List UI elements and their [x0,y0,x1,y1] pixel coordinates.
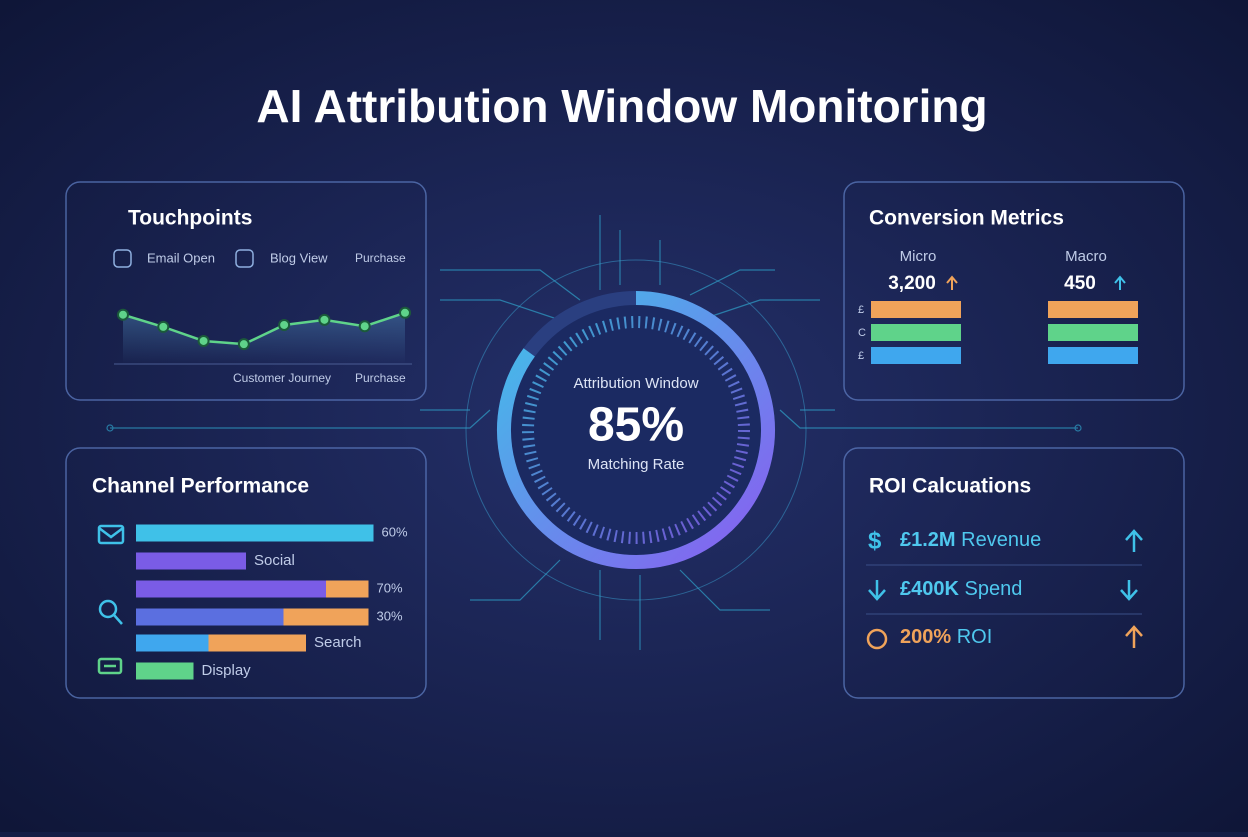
legend-label: Email Open [147,250,215,265]
roi-amount: £1.2M [900,529,956,551]
line-point [237,338,250,351]
metric-bar [871,324,961,341]
roi-text: £1.2M Revenue [900,529,1041,551]
channel-label: 70% [377,580,403,595]
trend-arrow [1114,275,1126,290]
roi-icon: $ [868,527,882,554]
line [122,311,406,346]
channel-bar [136,580,326,598]
channel-bar [136,552,246,570]
line-point [318,313,331,326]
panels [65,181,1185,699]
channel-label: Social [254,552,295,569]
gauge-halo [465,259,807,601]
line-point [399,306,411,319]
bar-label: £ [858,350,864,362]
gauge-value: 85% [588,399,684,452]
channel-bar [136,662,194,680]
channel-label: 60% [382,524,408,539]
panel-title: Touchpoints [128,207,252,230]
channel-bar [136,608,284,626]
metric-bar [871,347,961,364]
legend-label: Blog View [270,250,328,265]
line-point [197,334,210,347]
metric-bar [871,301,961,318]
roi-label: ROI [957,626,993,648]
circuit-lines [106,215,1082,650]
gauge-ticks [522,316,750,544]
channel-bar [136,634,209,652]
gauge-subtitle: Matching Rate [588,456,685,473]
panel-title: Conversion Metrics [869,207,1064,230]
line-point [157,320,170,333]
legend-icons [113,249,254,268]
panel-title: ROI Calcuations [869,475,1031,498]
channel-label: Search [314,634,362,651]
metric-value: 3,200 [888,273,936,294]
metric-bar [1048,301,1138,318]
channel-icons [97,524,125,675]
channel-label: Display [202,662,252,679]
line-point [117,308,129,321]
roi-text: 200% ROI [900,626,992,648]
line-point [278,318,291,331]
axis-label: Purchase [355,371,406,385]
metric-name: Micro [900,248,937,265]
metric-bar [1048,324,1138,341]
gauge-title: Attribution Window [573,375,698,392]
line-area [123,312,405,364]
panel-title: Channel Performance [92,475,309,498]
metric-value: 450 [1064,273,1096,294]
roi-amount: £400K [900,578,959,600]
metric-name: Macro [1065,248,1107,265]
bar-label: £ [858,304,864,316]
channel-bar [283,608,369,626]
trend-arrow [946,275,958,290]
roi-label: Spend [965,578,1023,600]
metric-bar [1048,347,1138,364]
channel-label: 30% [377,608,403,623]
title: AI Attribution Window Monitoring [256,80,987,132]
roi-label: Revenue [961,529,1041,551]
axis-label: Customer Journey [233,371,331,385]
channel-bar [326,580,369,598]
roi-amount: 200% [900,626,951,648]
channel-bar [208,634,306,652]
roi-icons [866,529,1143,650]
roi-text: £400K Spend [900,578,1022,600]
gauge-arc [497,291,775,569]
line-point [358,320,371,333]
bar-label: C [858,327,866,339]
legend-label: Purchase [355,251,406,265]
channel-bar [136,524,374,542]
